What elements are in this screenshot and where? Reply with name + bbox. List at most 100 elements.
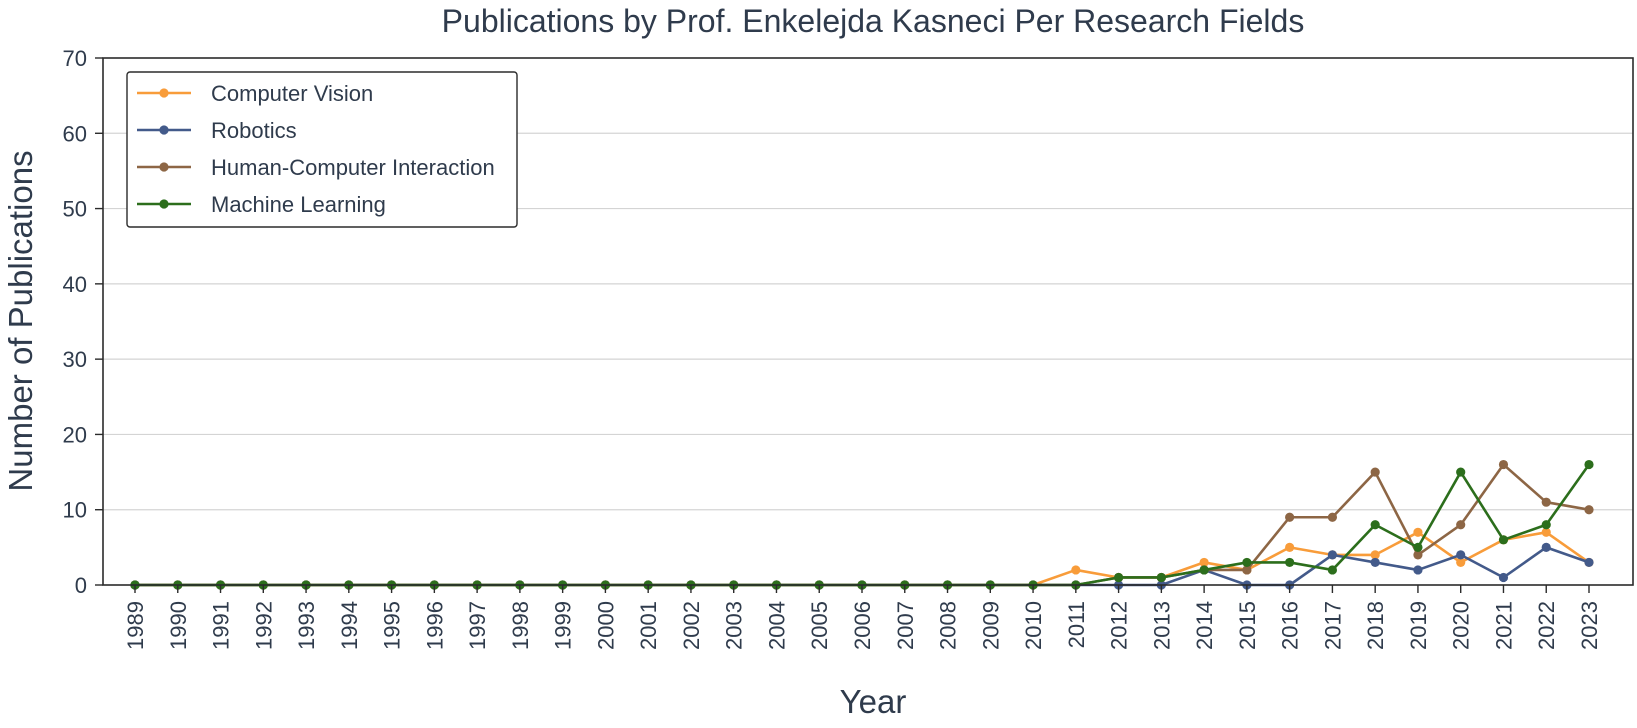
x-tick-label: 2013 (1149, 601, 1174, 650)
y-tick-label: 70 (63, 46, 87, 71)
data-point (1156, 572, 1166, 583)
x-tick-label: 2009 (978, 601, 1003, 650)
data-point (1113, 572, 1124, 583)
legend-item: Computer Vision (137, 81, 373, 106)
x-axis: 1989 1990 1991 1992 1993 1994 1995 1996 1997 1998… (123, 585, 1602, 650)
x-tick-label: 1994 (337, 601, 362, 650)
x-tick-label: 2022 (1534, 601, 1559, 650)
data-point (1498, 459, 1509, 470)
x-tick-label: 2015 (1235, 601, 1260, 650)
data-point (1456, 550, 1466, 560)
y-tick-label: 60 (63, 121, 87, 146)
data-point (1541, 520, 1551, 530)
x-tick-label: 2017 (1320, 601, 1345, 650)
legend-swatch-marker (159, 199, 169, 209)
x-tick-label: 2006 (850, 601, 875, 650)
data-point (1199, 565, 1209, 575)
x-tick-label: 1999 (551, 601, 576, 650)
x-tick-label: 1998 (508, 601, 533, 650)
legend-swatch-marker (159, 88, 169, 98)
legend-label: Machine Learning (211, 192, 386, 217)
legend-item: Robotics (137, 118, 297, 143)
data-point (1413, 527, 1423, 537)
legend-item: Machine Learning (137, 192, 386, 217)
x-tick-label: 2003 (722, 601, 747, 650)
legend: Computer Vision Robotics Human-Computer In… (126, 71, 518, 228)
y-tick-label: 0 (75, 573, 87, 598)
x-tick-label: 2021 (1491, 601, 1516, 650)
x-tick-label: 1993 (294, 601, 319, 650)
y-tick-label: 50 (63, 197, 87, 222)
data-point (1498, 535, 1509, 545)
legend-swatch-marker (159, 162, 169, 172)
data-point (1285, 542, 1295, 552)
data-point (1327, 565, 1338, 575)
x-tick-label: 1989 (123, 601, 148, 650)
x-tick-label: 2023 (1577, 601, 1602, 650)
y-tick-label: 20 (63, 422, 87, 447)
x-tick-label: 1992 (251, 601, 276, 650)
data-point (1370, 550, 1380, 560)
data-point (1413, 565, 1423, 575)
data-point (1541, 527, 1551, 537)
x-tick-label: 2019 (1406, 601, 1431, 650)
x-axis-label: Year (840, 683, 907, 720)
data-point (1584, 557, 1594, 568)
x-tick-label: 2012 (1107, 601, 1132, 650)
y-axis-label: Number of Publications (2, 150, 39, 491)
x-tick-label: 1991 (209, 601, 234, 650)
x-tick-label: 1995 (380, 601, 405, 650)
data-point (1327, 550, 1338, 560)
data-point (1370, 520, 1380, 530)
data-point (1242, 557, 1252, 568)
x-tick-label: 2007 (893, 601, 918, 650)
series-machine-learning (130, 459, 1594, 590)
series-layer (130, 459, 1594, 590)
data-point (1541, 542, 1551, 552)
x-tick-label: 2004 (764, 601, 789, 650)
y-tick-label: 10 (63, 498, 87, 523)
data-point (1071, 565, 1081, 575)
y-tick-label: 30 (63, 347, 87, 372)
data-point (1370, 557, 1380, 568)
legend-label: Human-Computer Interaction (211, 155, 495, 180)
chart-title: Publications by Prof. Enkelejda Kasneci … (442, 3, 1305, 39)
plot-frame (102, 57, 1634, 586)
x-tick-label: 2008 (936, 601, 961, 650)
x-tick-label: 2001 (636, 601, 661, 650)
x-tick-label: 1990 (166, 601, 191, 650)
x-tick-label: 2020 (1449, 601, 1474, 650)
x-tick-label: 1997 (465, 601, 490, 650)
data-point (1498, 572, 1509, 583)
data-point (1456, 467, 1466, 477)
data-point (1584, 459, 1594, 470)
x-tick-label: 2018 (1363, 601, 1388, 650)
data-point (1456, 557, 1466, 568)
data-point (1370, 467, 1380, 477)
x-tick-label: 1996 (422, 601, 447, 650)
data-point (1413, 542, 1423, 552)
data-point (1541, 497, 1551, 507)
data-point (1199, 557, 1209, 568)
legend-label: Computer Vision (211, 81, 373, 106)
y-tick-label: 40 (63, 272, 87, 297)
x-tick-label: 2002 (679, 601, 704, 650)
data-point (1584, 505, 1594, 515)
y-axis: 0 10 20 30 40 50 60 70 (63, 46, 103, 598)
x-tick-label: 2005 (807, 601, 832, 650)
data-point (1327, 512, 1338, 522)
data-point (1285, 512, 1295, 522)
data-point (1242, 565, 1252, 575)
data-point (1413, 550, 1423, 560)
legend-label: Robotics (211, 118, 297, 143)
x-tick-label: 2010 (1021, 601, 1046, 650)
legend-box (126, 71, 518, 228)
x-tick-label: 2016 (1278, 601, 1303, 650)
series-line (135, 530, 1590, 587)
legend-swatch-marker (159, 125, 169, 135)
series-line (135, 546, 1590, 587)
x-tick-label: 2000 (593, 601, 618, 650)
data-point (1456, 520, 1466, 530)
data-point (1285, 557, 1295, 568)
